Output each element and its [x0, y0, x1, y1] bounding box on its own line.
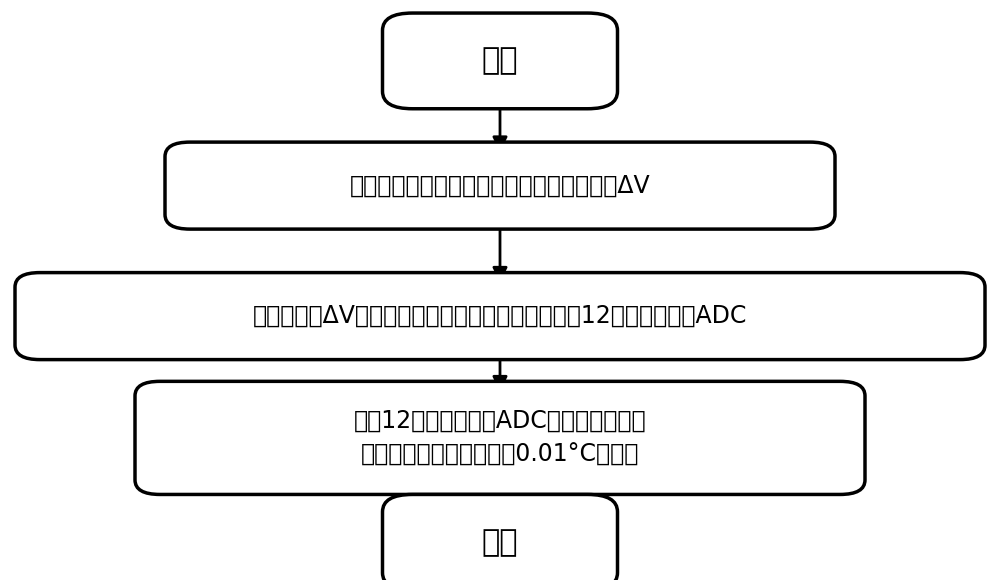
FancyBboxPatch shape	[165, 142, 835, 229]
Text: 将差分电压ΔV通过差分模块放大之后进入单片机的12位模数转换器ADC: 将差分电压ΔV通过差分模块放大之后进入单片机的12位模数转换器ADC	[253, 304, 747, 328]
FancyBboxPatch shape	[15, 273, 985, 360]
Text: 开始: 开始	[482, 46, 518, 75]
Text: 结束: 结束	[482, 528, 518, 557]
FancyBboxPatch shape	[382, 13, 617, 109]
FancyBboxPatch shape	[135, 382, 865, 494]
Text: 使用惠斯通电桥模块进行测温得到差分电压ΔV: 使用惠斯通电桥模块进行测温得到差分电压ΔV	[350, 173, 650, 198]
Text: 经过12位模数转换器ADC采样后的数据通
过转换得到温度值并达到0.01°C的精度: 经过12位模数转换器ADC采样后的数据通 过转换得到温度值并达到0.01°C的精…	[354, 409, 646, 467]
FancyBboxPatch shape	[382, 494, 617, 580]
